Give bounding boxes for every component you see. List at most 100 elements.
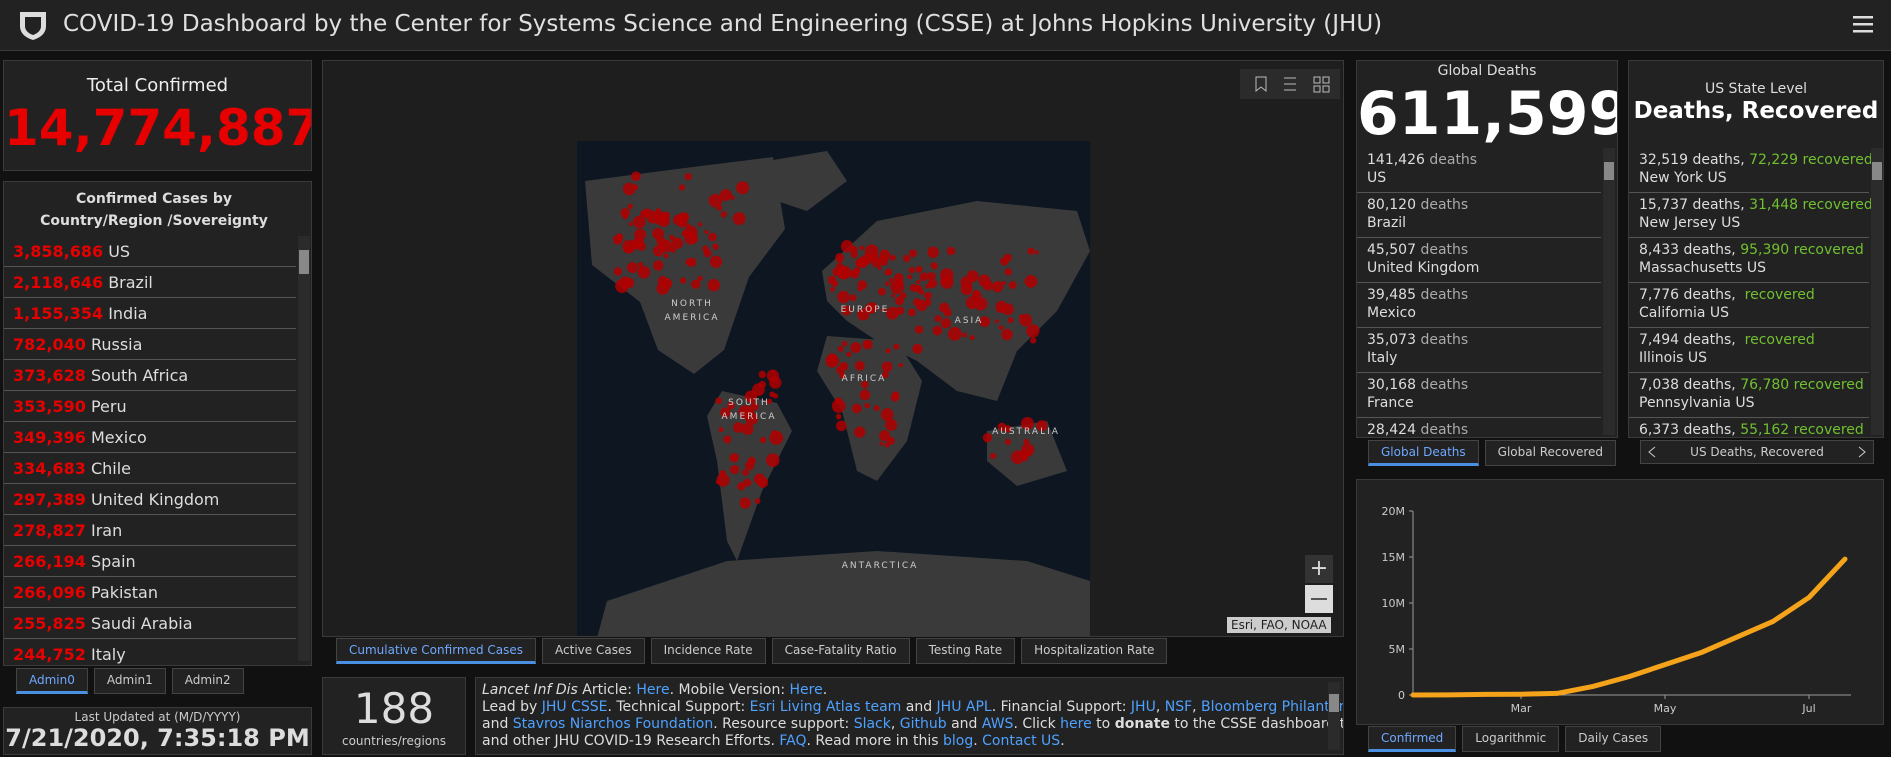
tab[interactable]: Admin0 bbox=[16, 668, 88, 694]
tab[interactable]: Testing Rate bbox=[915, 638, 1016, 664]
map-dot bbox=[915, 265, 923, 273]
map-dot bbox=[1001, 280, 1007, 286]
credit-link[interactable]: AWS bbox=[981, 716, 1014, 732]
credit-link[interactable]: Slack bbox=[853, 716, 891, 732]
country-row[interactable]: 349,396 Mexico bbox=[4, 422, 296, 453]
deaths-value: 28,424 bbox=[1367, 422, 1416, 438]
tab[interactable]: Daily Cases bbox=[1565, 726, 1662, 752]
scrollbar[interactable] bbox=[1603, 148, 1615, 435]
country-row[interactable]: 334,683 Chile bbox=[4, 453, 296, 484]
scroll-thumb[interactable] bbox=[299, 250, 309, 274]
credit-link[interactable]: blog bbox=[942, 733, 974, 749]
credit-link[interactable]: here bbox=[1060, 716, 1092, 732]
country-cases: 334,683 bbox=[13, 459, 86, 478]
country-row[interactable]: 266,096 Pakistan bbox=[4, 577, 296, 608]
credit-link[interactable]: JHU CSSE bbox=[541, 699, 608, 715]
next-button[interactable] bbox=[1857, 446, 1867, 458]
state-row[interactable]: 6,373 deaths, 55,162 recoveredMichigan U… bbox=[1629, 418, 1869, 437]
credit-link[interactable]: NSF bbox=[1164, 699, 1193, 715]
tab[interactable]: Active Cases bbox=[542, 638, 645, 664]
country-row[interactable]: 782,040 Russia bbox=[4, 329, 296, 360]
deaths-unit: deaths bbox=[1420, 332, 1469, 348]
credit-link[interactable]: Here bbox=[789, 682, 823, 698]
deaths-label: deaths, bbox=[1692, 197, 1745, 213]
tab[interactable]: Logarithmic bbox=[1462, 726, 1560, 752]
recovered-label: recovered bbox=[1793, 242, 1864, 258]
country-row[interactable]: 373,628 South Africa bbox=[4, 360, 296, 391]
state-row[interactable]: 32,519 deaths, 72,229 recovered New York … bbox=[1629, 148, 1873, 193]
scrollbar[interactable] bbox=[298, 236, 310, 661]
credit-text: and bbox=[946, 716, 982, 732]
deaths-row[interactable]: 30,168 deaths France bbox=[1357, 373, 1601, 418]
map-dot bbox=[939, 302, 950, 313]
state-row[interactable]: 7,494 deaths, recovered Illinois US bbox=[1629, 328, 1869, 373]
credit-link[interactable]: Github bbox=[899, 716, 947, 732]
map-dot bbox=[753, 473, 766, 485]
country-row[interactable]: 3,858,686 US bbox=[4, 236, 296, 267]
zoom-in[interactable]: + bbox=[1305, 555, 1333, 583]
credit-link[interactable]: Here bbox=[636, 682, 670, 698]
state-row[interactable]: 15,737 deaths, 31,448 recovered New Jerse… bbox=[1629, 193, 1873, 238]
deaths-row[interactable]: 45,507 deaths United Kingdom bbox=[1357, 238, 1601, 283]
deaths-label: deaths, bbox=[1683, 287, 1736, 303]
credit-link[interactable]: Esri Living Atlas team bbox=[749, 699, 902, 715]
map-dot bbox=[837, 290, 850, 304]
country-row[interactable]: 255,825 Saudi Arabia bbox=[4, 608, 296, 639]
credit-text: . Technical Support: bbox=[607, 699, 750, 715]
scrollbar[interactable] bbox=[1328, 682, 1340, 750]
country-row[interactable]: 244,752 Italy bbox=[4, 639, 296, 665]
map[interactable]: NORTH AMERICA EUROPE ASIA AFRICA SOUTH AMERICA… bbox=[577, 141, 1090, 637]
country-name: France bbox=[1367, 395, 1414, 411]
scroll-thumb[interactable] bbox=[1329, 694, 1339, 712]
credit-link[interactable]: FAQ bbox=[779, 733, 807, 749]
map-dot bbox=[632, 184, 639, 190]
deaths-row[interactable]: 35,073 deaths Italy bbox=[1357, 328, 1601, 373]
scrollbar[interactable] bbox=[1871, 148, 1883, 435]
country-cases: 349,396 bbox=[13, 428, 86, 447]
zoom-out[interactable] bbox=[1305, 585, 1333, 613]
map-dot bbox=[720, 407, 731, 418]
map-dot bbox=[878, 256, 889, 267]
country-cases: 782,040 bbox=[13, 335, 86, 354]
tab[interactable]: Global Recovered bbox=[1484, 440, 1617, 466]
scroll-thumb[interactable] bbox=[1872, 162, 1882, 180]
map-dot bbox=[729, 455, 736, 461]
state-row[interactable]: 8,433 deaths, 95,390 recovered Massachuse… bbox=[1629, 238, 1869, 283]
map-tools[interactable] bbox=[1240, 69, 1340, 99]
map-dot bbox=[890, 392, 900, 402]
country-row[interactable]: 2,118,646 Brazil bbox=[4, 267, 296, 298]
tab[interactable]: Admin2 bbox=[171, 668, 244, 694]
deaths-row[interactable]: 141,426 deaths US bbox=[1357, 148, 1601, 193]
country-count-label: countries/regions bbox=[341, 734, 446, 748]
country-row[interactable]: 353,590 Peru bbox=[4, 391, 296, 422]
tab[interactable]: Case-Fatality Ratio bbox=[771, 638, 910, 664]
state-row[interactable]: 7,038 deaths, 76,780 recovered Pennsylvan… bbox=[1629, 373, 1869, 418]
deaths-row[interactable]: 28,424 deathsSpain bbox=[1357, 418, 1601, 438]
country-row[interactable]: 1,155,354 India bbox=[4, 298, 296, 329]
deaths-row[interactable]: 80,120 deaths Brazil bbox=[1357, 193, 1601, 238]
state-row[interactable]: 7,776 deaths, recovered California US bbox=[1629, 283, 1869, 328]
tab[interactable]: Confirmed bbox=[1368, 726, 1457, 752]
country-row[interactable]: 266,194 Spain bbox=[4, 546, 296, 577]
country-row[interactable]: 297,389 United Kingdom bbox=[4, 484, 296, 515]
menu-button[interactable] bbox=[1852, 14, 1874, 34]
map-dot bbox=[622, 213, 629, 220]
tab[interactable]: Incidence Rate bbox=[650, 638, 766, 664]
credit-link[interactable]: Contact US bbox=[982, 733, 1061, 749]
deaths-row[interactable]: 39,485 deaths Mexico bbox=[1357, 283, 1601, 328]
credit-link[interactable]: JHU APL bbox=[936, 699, 992, 715]
country-row[interactable]: 278,827 Iran bbox=[4, 515, 296, 546]
credit-text: and bbox=[482, 716, 513, 732]
map-dot bbox=[1027, 247, 1035, 255]
tab[interactable]: Cumulative Confirmed Cases bbox=[336, 638, 537, 664]
tab[interactable]: Hospitalization Rate bbox=[1021, 638, 1168, 664]
tab[interactable]: Global Deaths bbox=[1368, 440, 1479, 466]
prev-button[interactable] bbox=[1647, 446, 1657, 458]
credit-text: Lead by bbox=[482, 699, 542, 715]
credit-link[interactable]: Bloomberg Philanthropies bbox=[1201, 699, 1344, 715]
scroll-thumb[interactable] bbox=[1604, 162, 1614, 180]
credit-link[interactable]: JHU bbox=[1130, 699, 1156, 715]
tab[interactable]: Admin1 bbox=[93, 668, 166, 694]
credit-link[interactable]: Stavros Niarchos Foundation bbox=[512, 716, 714, 732]
